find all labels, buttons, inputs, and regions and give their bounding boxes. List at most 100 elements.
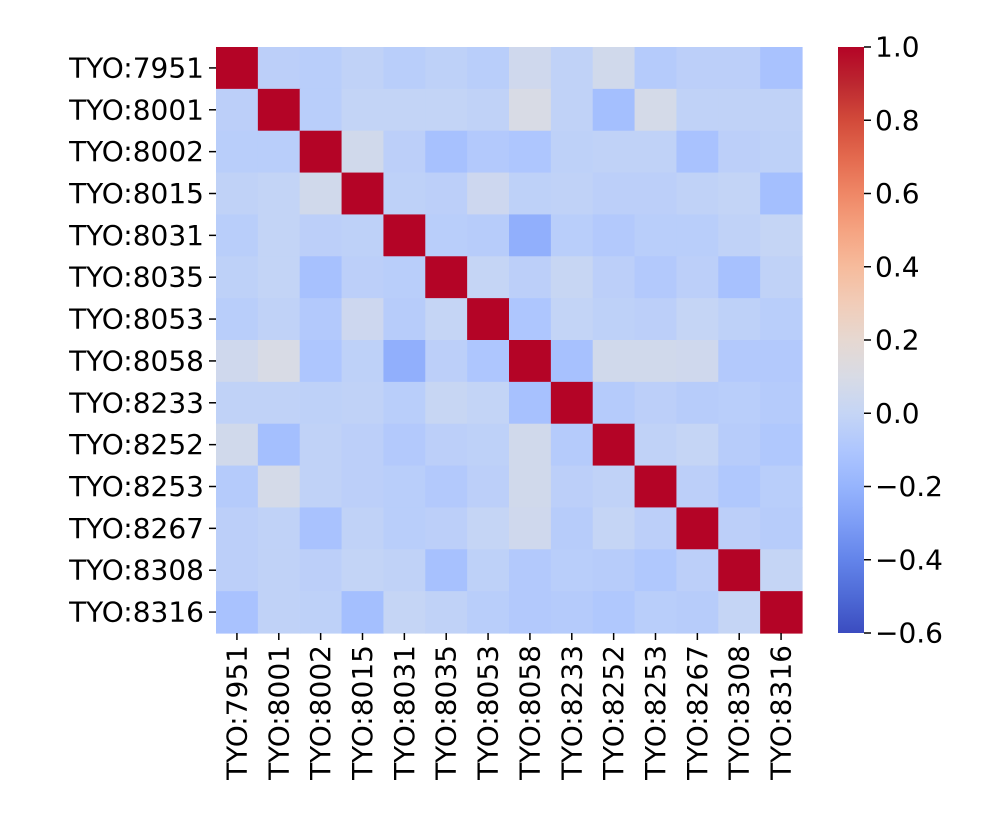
heatmap-cell bbox=[676, 507, 719, 550]
heatmap-cell bbox=[425, 47, 468, 90]
colorbar-tick-label: 0.8 bbox=[875, 104, 920, 137]
heatmap-cell bbox=[425, 340, 468, 383]
heatmap-cell bbox=[341, 172, 385, 216]
colorbar-tick-label: 0.6 bbox=[875, 177, 920, 210]
colorbar-ticks: 1.0 0.8 0.6 0.4 0.2 0.0 −0.2 −0.4 −0.6 bbox=[864, 31, 943, 650]
heatmap-cell bbox=[341, 549, 385, 592]
heatmap-cell bbox=[299, 256, 343, 299]
heatmap-cell bbox=[676, 298, 719, 341]
heatmap-cell bbox=[216, 298, 259, 341]
heatmap-cell bbox=[257, 130, 301, 174]
heatmap-cell bbox=[341, 47, 385, 90]
heatmap-cell bbox=[216, 88, 259, 132]
heatmap-cell bbox=[216, 591, 259, 634]
colorbar-gradient bbox=[838, 47, 864, 633]
heatmap-cell bbox=[676, 214, 719, 257]
heatmap-cell bbox=[550, 298, 594, 341]
heatmap-cell bbox=[467, 507, 510, 550]
heatmap-cell bbox=[383, 214, 426, 257]
colorbar-tick-label: 1.0 bbox=[875, 31, 920, 64]
heatmap-cell bbox=[718, 298, 761, 341]
heatmap-cell bbox=[634, 340, 678, 383]
heatmap-cell bbox=[592, 381, 636, 425]
heatmap-cell bbox=[383, 256, 426, 299]
colorbar: 1.0 0.8 0.6 0.4 0.2 0.0 −0.2 −0.4 −0.6 bbox=[838, 31, 943, 650]
column-tick-label: TYO:8233 bbox=[555, 645, 588, 781]
heatmap-cell bbox=[592, 549, 636, 592]
colorbar-tick-label: 0.0 bbox=[875, 397, 920, 430]
heatmap-cell bbox=[257, 172, 301, 216]
heatmap-cell bbox=[467, 130, 510, 174]
heatmap-cell bbox=[216, 549, 259, 592]
heatmap-cell bbox=[760, 591, 803, 634]
heatmap-cell bbox=[634, 130, 678, 174]
heatmap-cell bbox=[509, 465, 552, 509]
heatmap-cell bbox=[383, 549, 426, 592]
heatmap-cell bbox=[592, 47, 636, 90]
column-tick-label: TYO:8308 bbox=[723, 645, 756, 781]
heatmap-cell bbox=[383, 465, 426, 509]
heatmap-cell bbox=[216, 256, 259, 299]
heatmap-cell bbox=[257, 423, 301, 467]
heatmap-cell bbox=[718, 130, 761, 174]
heatmap-cell bbox=[216, 214, 259, 257]
row-tick-label: TYO:7951 bbox=[68, 51, 204, 84]
heatmap-cell bbox=[299, 214, 343, 257]
colorbar-tick-label: −0.2 bbox=[875, 470, 943, 503]
heatmap-cell bbox=[718, 465, 761, 509]
heatmap-cell bbox=[760, 340, 803, 383]
heatmap-cell bbox=[550, 88, 594, 132]
heatmap-cell bbox=[760, 507, 803, 550]
heatmap-cell bbox=[634, 423, 678, 467]
heatmap-cell bbox=[299, 340, 343, 383]
heatmap-cell bbox=[760, 88, 803, 132]
heatmap-cell bbox=[216, 47, 259, 90]
heatmap-cell bbox=[509, 130, 552, 174]
heatmap-cell bbox=[676, 256, 719, 299]
heatmap-cell bbox=[467, 88, 510, 132]
heatmap-cell bbox=[425, 256, 468, 299]
row-tick-label: TYO:8316 bbox=[68, 596, 204, 629]
heatmap-cell bbox=[550, 423, 594, 467]
heatmap-cell bbox=[718, 214, 761, 257]
row-tick-label: TYO:8233 bbox=[68, 386, 204, 419]
heatmap-cell bbox=[509, 256, 552, 299]
heatmap-cell bbox=[425, 507, 468, 550]
heatmap-cell bbox=[550, 507, 594, 550]
heatmap-cell bbox=[216, 172, 259, 216]
heatmap-cell bbox=[467, 465, 510, 509]
heatmap-cell bbox=[634, 256, 678, 299]
row-tick-label: TYO:8001 bbox=[68, 93, 204, 126]
heatmap-cell bbox=[425, 214, 468, 257]
heatmap-cell bbox=[216, 507, 259, 550]
heatmap-cell bbox=[299, 591, 343, 634]
heatmap-cell bbox=[676, 340, 719, 383]
heatmap-cell bbox=[592, 256, 636, 299]
heatmap-cell bbox=[718, 88, 761, 132]
heatmap-cell bbox=[341, 130, 385, 174]
heatmap-cell bbox=[550, 256, 594, 299]
heatmap-cell bbox=[760, 381, 803, 425]
heatmap-cell bbox=[592, 214, 636, 257]
heatmap-cell bbox=[467, 47, 510, 90]
heatmap-cell bbox=[299, 130, 343, 174]
row-tick-label: TYO:8053 bbox=[68, 303, 204, 336]
heatmap-cell bbox=[299, 549, 343, 592]
heatmap-cell bbox=[676, 88, 719, 132]
colorbar-tick-label: −0.6 bbox=[875, 617, 943, 650]
heatmap-cell bbox=[676, 549, 719, 592]
heatmap-cell bbox=[383, 172, 426, 216]
heatmap-cell bbox=[383, 423, 426, 467]
heatmap-cell bbox=[216, 340, 259, 383]
heatmap-cell bbox=[509, 298, 552, 341]
heatmap-cell bbox=[341, 465, 385, 509]
heatmap-cell bbox=[550, 172, 594, 216]
heatmap-cell bbox=[718, 381, 761, 425]
heatmap-cell bbox=[467, 591, 510, 634]
column-tick-label: TYO:8001 bbox=[262, 645, 295, 781]
colorbar-tick-label: 0.2 bbox=[875, 324, 920, 357]
heatmap-cell bbox=[299, 465, 343, 509]
heatmap-cell bbox=[425, 298, 468, 341]
heatmap-cell bbox=[592, 298, 636, 341]
